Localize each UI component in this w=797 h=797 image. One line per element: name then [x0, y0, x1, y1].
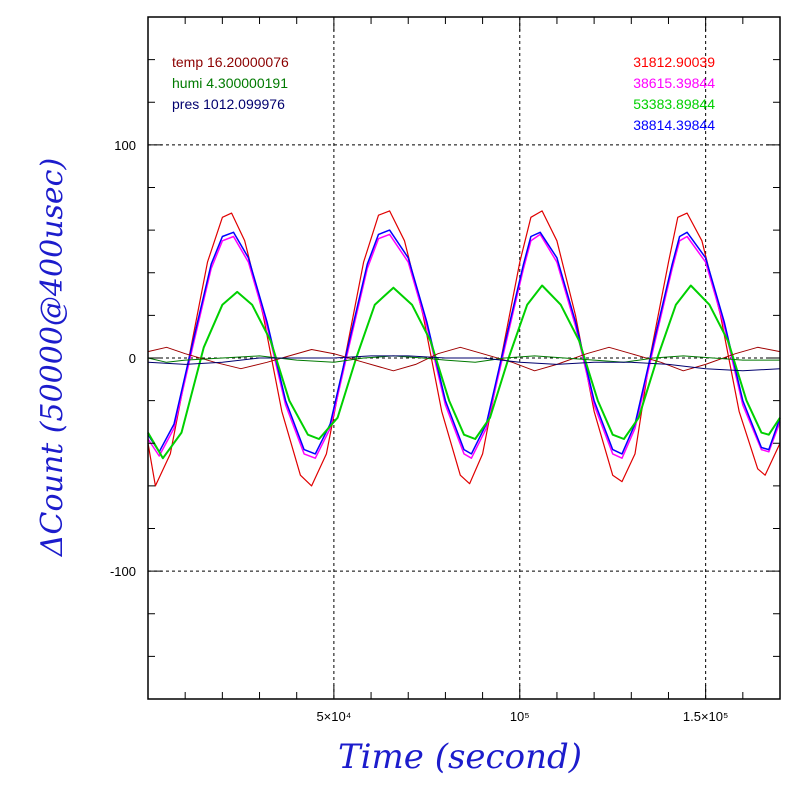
series-line-magenta: [147, 233, 781, 459]
y-tick-label: -100: [110, 564, 136, 579]
series-line-pres: [147, 355, 781, 372]
series-line-temp: [147, 346, 781, 372]
x-axis-title: Time (second): [338, 737, 582, 777]
series-line-green: [147, 284, 781, 460]
y-tick-label: 100: [114, 138, 136, 153]
axis-ticks: [148, 17, 780, 699]
x-tick-label: 10⁵: [510, 709, 530, 724]
y-tick-label: 0: [129, 351, 136, 366]
count-legend-entry: 38615.39844: [633, 75, 715, 91]
env-legend-entry: humi 4.300000191: [172, 75, 288, 91]
series-line-humi: [147, 355, 780, 363]
count-legend-entry: 53383.89844: [633, 96, 715, 112]
count-legend-entry: 31812.90039: [633, 54, 715, 70]
env-legend-entry: temp 16.20000076: [172, 54, 289, 70]
y-axis-title: ΔCount (50000@400usec): [35, 158, 70, 557]
tick-labels: 5×10⁴ 10⁵ 1.5×10⁵ 100 0 -100: [110, 138, 728, 724]
env-legend-entry: pres 1012.099976: [172, 96, 285, 112]
x-tick-label: 5×10⁴: [316, 709, 351, 724]
series-line-blue: [147, 229, 781, 455]
series-lines: [147, 210, 781, 487]
x-tick-label: 1.5×10⁵: [683, 709, 729, 724]
series-line-red: [147, 210, 781, 487]
legend: temp 16.20000076 humi 4.300000191 pres 101…: [172, 54, 715, 133]
count-legend-entry: 38814.39844: [633, 117, 715, 133]
